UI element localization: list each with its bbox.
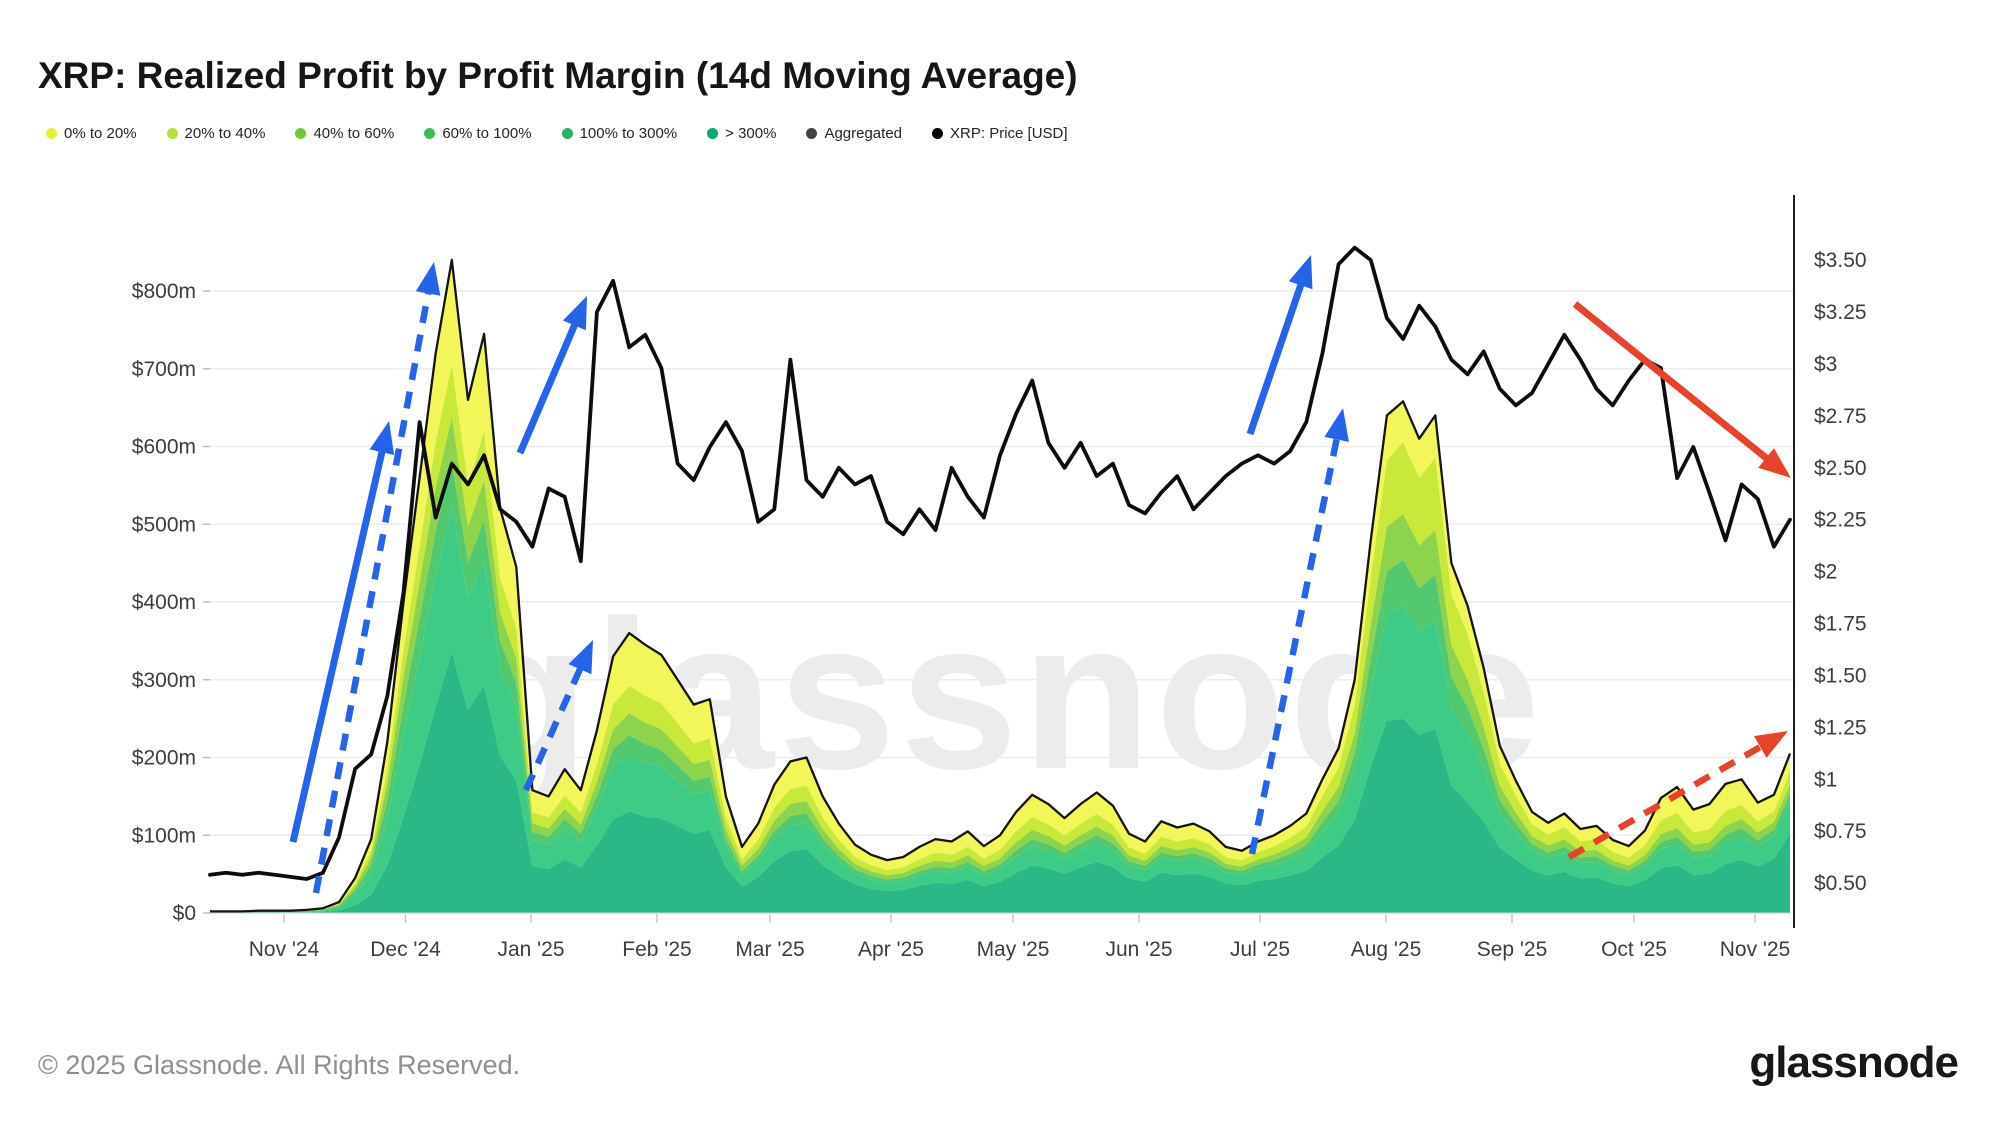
legend-dot-icon (707, 128, 719, 139)
arrow-head-icon (1324, 408, 1349, 442)
left-axis-label-3: $300m (132, 669, 196, 692)
right-axis-label-9: $1.25 (1814, 716, 1867, 739)
band-area-0-to-20- (210, 259, 1790, 912)
x-axis-label-3: Feb '25 (622, 938, 691, 961)
x-axis-label-6: May '25 (977, 938, 1050, 961)
legend-dot-icon (806, 128, 818, 139)
copyright-text: © 2025 Glassnode. All Rights Reserved. (38, 1050, 521, 1080)
legend-dot-icon (46, 128, 57, 139)
x-axis-label-12: Nov '25 (1720, 938, 1791, 961)
arrow-shaft (289, 445, 387, 843)
right-axis-label-10: $1 (1814, 768, 1837, 791)
right-axis-label-3: $2.75 (1814, 405, 1867, 428)
legend-item-2[interactable]: 40% to 60% (295, 125, 394, 142)
x-axis-label-2: Jan '25 (497, 938, 564, 961)
band-area-20-to-40- (210, 364, 1790, 912)
left-axis-label-6: $600m (132, 436, 196, 459)
annotation-arrow-rally-3-profit (1248, 408, 1349, 855)
page-title: XRP: Realized Profit by Profit Margin (1… (38, 54, 1078, 96)
left-axis-label-4: $400m (132, 591, 196, 614)
legend-item-label: 20% to 40% (184, 125, 266, 142)
legend-item-label: 100% to 300% (579, 125, 678, 142)
right-axis-label-0: $3.50 (1814, 249, 1867, 272)
legend-dot-icon (424, 128, 436, 139)
arrow-shaft (523, 662, 586, 792)
left-axis-label-8: $800m (132, 280, 196, 303)
right-axis-label-6: $2 (1814, 561, 1837, 584)
x-axis-label-10: Sep '25 (1477, 938, 1548, 961)
annotation-arrow-rally-3-price (1246, 255, 1313, 436)
legend-item-5[interactable]: > 300% (707, 125, 776, 142)
x-axis-label-4: Mar '25 (735, 938, 804, 961)
legend-item-0[interactable]: 0% to 20% (46, 125, 137, 142)
right-axis-label-1: $3.25 (1814, 301, 1867, 324)
price-line (208, 245, 1792, 881)
legend-dot-icon (932, 128, 944, 139)
legend-dot-icon (561, 128, 573, 139)
left-axis-label-7: $700m (132, 358, 196, 381)
legend-item-1[interactable]: 20% to 40% (166, 125, 266, 142)
legend-item-7[interactable]: XRP: Price [USD] (932, 125, 1068, 142)
arrow-head-icon (1288, 255, 1313, 290)
band-area-40-to-60- (210, 416, 1790, 912)
arrow-head-icon (1754, 731, 1788, 758)
right-axis-label-11: $0.75 (1814, 820, 1867, 843)
legend-dot-icon (166, 128, 178, 139)
arrow-shaft (1572, 301, 1773, 465)
left-axis-label-0: $0 (173, 902, 196, 925)
arrow-shaft (312, 286, 433, 894)
right-axis-label-12: $0.50 (1814, 872, 1867, 895)
legend-dot-icon (295, 128, 307, 139)
left-axis-label-1: $100m (132, 824, 196, 847)
x-axis-label-1: Dec '24 (370, 938, 441, 961)
legend-item-label: XRP: Price [USD] (950, 125, 1068, 142)
annotation-arrow-rally-1-price (289, 421, 395, 843)
right-axis-label-7: $1.75 (1814, 613, 1867, 636)
arrow-head-icon (415, 262, 441, 296)
annotation-arrow-downtrend-price (1572, 301, 1791, 478)
arrow-head-icon (1758, 448, 1791, 478)
band-area--300- (210, 651, 1790, 913)
band-area-100-to-300- (210, 508, 1790, 913)
arrow-shaft (1248, 432, 1341, 855)
x-axis-label-0: Nov '24 (249, 938, 320, 961)
arrow-shaft (1567, 741, 1768, 860)
legend-item-label: > 300% (725, 125, 777, 142)
annotation-arrow-rally-2-price (516, 296, 587, 455)
arrow-head-icon (568, 640, 593, 675)
aggregated-outline (210, 258, 1792, 913)
legend-item-4[interactable]: 100% to 300% (561, 125, 678, 142)
x-axis-label-8: Jul '25 (1230, 938, 1290, 961)
legend-item-label: 60% to 100% (442, 125, 532, 142)
arrow-head-icon (562, 296, 587, 331)
legend-item-3[interactable]: 60% to 100% (424, 125, 532, 142)
left-axis-label-2: $200m (132, 747, 196, 770)
arrow-head-icon (369, 421, 395, 455)
x-axis-label-9: Aug '25 (1351, 938, 1422, 961)
x-axis-label-7: Jun '25 (1105, 938, 1172, 961)
right-axis-label-5: $2.25 (1814, 509, 1867, 532)
legend-item-label: 40% to 60% (313, 125, 395, 142)
annotation-arrow-uptrend-profit (1567, 731, 1788, 860)
arrow-shaft (516, 318, 581, 455)
x-axis-label-5: Apr '25 (858, 938, 924, 961)
arrow-shaft (1246, 278, 1306, 436)
left-axis-label-5: $500m (132, 513, 196, 536)
right-axis-label-8: $1.50 (1814, 664, 1867, 687)
band-area-60-to-100- (210, 462, 1790, 913)
chart-legend: 0% to 20% 20% to 40% 40% to 60% 60% to 100%… (46, 125, 1068, 142)
legend-item-label: 0% to 20% (64, 125, 137, 142)
legend-item-6[interactable]: Aggregated (806, 125, 902, 142)
right-axis-label-4: $2.50 (1814, 457, 1867, 480)
annotation-arrow-rally-1-profit (312, 262, 441, 894)
legend-item-label: Aggregated (824, 125, 903, 142)
glassnode-logo: glassnode (1749, 1038, 1959, 1087)
x-axis-label-11: Oct '25 (1601, 938, 1667, 961)
annotation-arrow-rally-2-profit (523, 640, 593, 792)
right-axis-label-2: $3 (1814, 353, 1837, 376)
